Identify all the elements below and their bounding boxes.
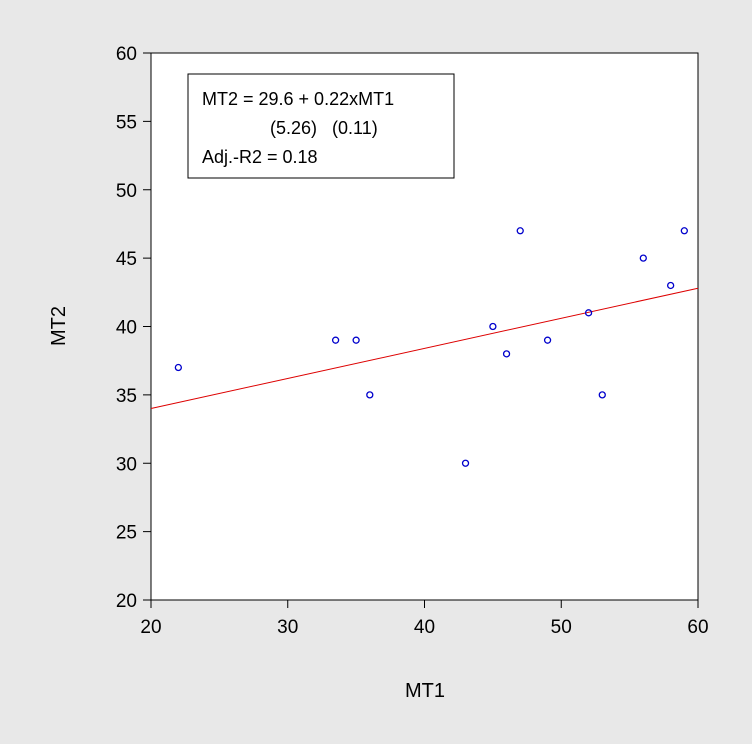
x-tick-label: 20 bbox=[140, 617, 161, 638]
y-tick-label: 55 bbox=[116, 112, 137, 133]
x-tick-label: 40 bbox=[414, 617, 435, 638]
y-tick-label: 50 bbox=[116, 181, 137, 202]
data-point bbox=[639, 254, 647, 262]
y-tick-label: 45 bbox=[116, 249, 137, 270]
regression-line-group bbox=[150, 287, 699, 410]
annotation-equation: MT2 = 29.6 + 0.22xMT1 bbox=[202, 89, 394, 109]
y-tick-label: 30 bbox=[116, 454, 137, 475]
x-tick-label: 60 bbox=[687, 617, 708, 638]
x-tick-label: 50 bbox=[551, 617, 572, 638]
data-point bbox=[516, 227, 524, 235]
data-point bbox=[598, 391, 606, 399]
data-point bbox=[489, 322, 497, 331]
y-tick-label: 35 bbox=[116, 386, 137, 407]
y-tick-label: 40 bbox=[116, 318, 137, 339]
x-axis-label: MT1 bbox=[405, 680, 445, 702]
y-tick-label: 60 bbox=[116, 44, 137, 65]
annotation-std-errors: (5.26) (0.11) bbox=[270, 118, 378, 138]
data-point bbox=[502, 350, 511, 358]
regression-line bbox=[150, 287, 699, 410]
data-point bbox=[584, 309, 593, 317]
y-axis-label: MT2 bbox=[48, 306, 70, 346]
data-point bbox=[366, 391, 374, 399]
data-point bbox=[543, 336, 552, 344]
regression-annotation: MT2 = 29.6 + 0.22xMT1 (5.26) (0.11) Adj.… bbox=[187, 73, 455, 179]
data-point bbox=[461, 459, 470, 467]
y-tick-label: 25 bbox=[116, 523, 137, 544]
annotation-adj-r2: Adj.-R2 = 0.18 bbox=[202, 147, 318, 167]
data-points bbox=[174, 227, 688, 467]
annotation-box bbox=[187, 73, 455, 179]
data-point bbox=[667, 281, 675, 290]
data-point bbox=[331, 336, 340, 344]
y-axis: 20 25 30 35 40 45 50 55 60 bbox=[116, 44, 151, 612]
data-point bbox=[352, 336, 360, 344]
data-point bbox=[680, 227, 688, 235]
y-tick-label: 20 bbox=[116, 591, 137, 612]
x-axis: 20 30 40 50 60 bbox=[140, 600, 709, 638]
data-point bbox=[174, 363, 183, 372]
x-tick-label: 30 bbox=[277, 617, 298, 638]
